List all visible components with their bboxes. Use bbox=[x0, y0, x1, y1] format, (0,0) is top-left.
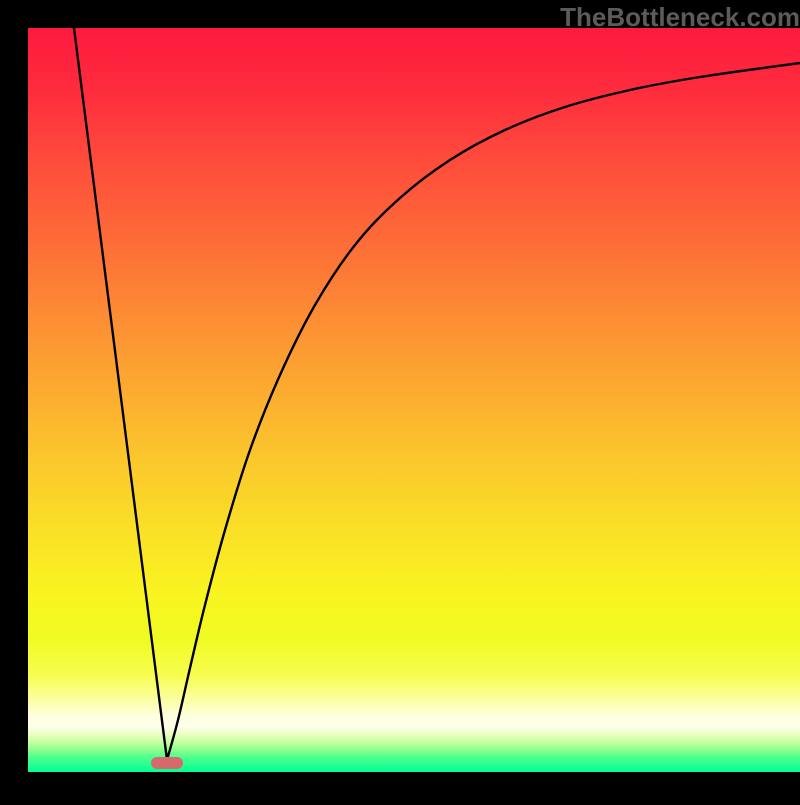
watermark-text: TheBottleneck.com bbox=[560, 2, 800, 33]
optimum-marker bbox=[151, 757, 183, 769]
plot-background bbox=[28, 28, 800, 772]
frame-border-bottom bbox=[0, 772, 800, 800]
chart-root: TheBottleneck.com bbox=[0, 0, 800, 800]
bottleneck-chart-svg bbox=[0, 0, 800, 800]
frame-border-left bbox=[0, 0, 28, 800]
